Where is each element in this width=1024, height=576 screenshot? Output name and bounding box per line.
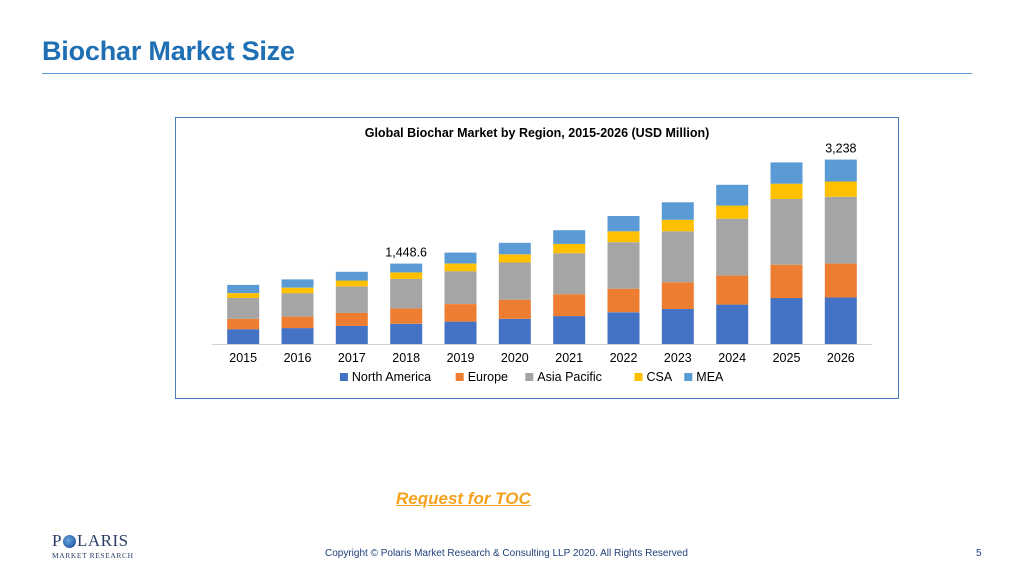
logo-subtitle: MARKET RESEARCH — [52, 551, 134, 560]
x-tick-label-2020: 2020 — [501, 351, 529, 365]
bar-segment-europe-2025 — [770, 264, 803, 299]
bar-segment-north-america-2019 — [444, 321, 477, 344]
bar-segment-csa-2020 — [498, 254, 531, 263]
title-divider — [42, 73, 972, 74]
bar-segment-csa-2017 — [335, 280, 368, 287]
legend-label-europe: Europe — [468, 370, 508, 384]
bar-segment-europe-2019 — [444, 304, 477, 322]
x-tick-label-2022: 2022 — [610, 351, 638, 365]
logo-letter-p: P — [52, 531, 62, 550]
x-tick-label-2024: 2024 — [718, 351, 746, 365]
bar-segment-mea-2019 — [444, 252, 477, 264]
bar-segment-europe-2024 — [716, 275, 749, 305]
legend-swatch-csa — [634, 373, 643, 381]
bar-segment-north-america-2015 — [227, 329, 260, 344]
x-tick-label-2016: 2016 — [284, 351, 312, 365]
bar-segment-asia-pacific-2021 — [553, 253, 586, 295]
x-tick-label-2015: 2015 — [229, 351, 257, 365]
legend-swatch-europe — [455, 373, 464, 381]
copyright-notice: Copyright © Polaris Market Research & Co… — [325, 548, 688, 559]
bar-segment-mea-2017 — [335, 271, 368, 281]
x-tick-label-2017: 2017 — [338, 351, 366, 365]
bar-segment-europe-2017 — [335, 312, 368, 326]
bar-segment-mea-2025 — [770, 162, 803, 184]
legend-swatch-asia-pacific — [525, 373, 534, 381]
bar-segment-europe-2018 — [390, 308, 423, 324]
bar-segment-mea-2016 — [281, 279, 314, 288]
bar-segment-north-america-2020 — [498, 318, 531, 344]
bar-segment-north-america-2021 — [553, 316, 586, 344]
logo-letters-laris: LARIS — [76, 531, 129, 550]
bar-segment-mea-2015 — [227, 284, 260, 294]
data-label-2018: 1,448.6 — [385, 246, 427, 260]
globe-icon — [62, 534, 76, 548]
bar-segment-csa-2015 — [227, 293, 260, 298]
bar-segment-asia-pacific-2025 — [770, 199, 803, 265]
legend-swatch-north-america — [339, 373, 348, 381]
logo-wordmark: P LARIS — [52, 531, 129, 551]
bar-segment-asia-pacific-2016 — [281, 293, 314, 317]
bar-segment-mea-2026 — [824, 159, 857, 182]
bar-segment-asia-pacific-2022 — [607, 242, 640, 289]
bar-segment-mea-2021 — [553, 230, 586, 244]
bar-segment-north-america-2022 — [607, 312, 640, 344]
x-tick-label-2018: 2018 — [392, 351, 420, 365]
bar-segment-north-america-2023 — [661, 309, 694, 344]
bar-segment-csa-2026 — [824, 181, 857, 197]
bar-segment-north-america-2017 — [335, 325, 368, 344]
bar-segment-asia-pacific-2015 — [227, 298, 260, 319]
bar-segment-mea-2022 — [607, 216, 640, 232]
x-tick-label-2026: 2026 — [827, 351, 855, 365]
bar-segment-mea-2024 — [716, 184, 749, 206]
x-tick-label-2025: 2025 — [773, 351, 801, 365]
bar-segment-europe-2026 — [824, 263, 857, 298]
x-tick-label-2019: 2019 — [447, 351, 475, 365]
bar-segment-europe-2016 — [281, 316, 314, 329]
bar-segment-north-america-2025 — [770, 298, 803, 344]
legend-label-north-america: North America — [352, 370, 431, 384]
request-toc-link[interactable]: Request for TOC — [396, 489, 531, 508]
page-number: 5 — [976, 548, 982, 559]
bar-segment-mea-2020 — [498, 242, 531, 255]
chart-title: Global Biochar Market by Region, 2015-20… — [365, 126, 710, 140]
legend-label-asia-pacific: Asia Pacific — [537, 370, 602, 384]
slide-title: Biochar Market Size — [42, 36, 295, 66]
bar-segment-north-america-2024 — [716, 304, 749, 344]
bar-segment-csa-2024 — [716, 205, 749, 219]
bar-segment-csa-2021 — [553, 243, 586, 254]
bar-segment-north-america-2016 — [281, 328, 314, 344]
legend-label-mea: MEA — [696, 370, 724, 384]
polaris-logo: P LARIS MARKET RESEARCH — [52, 531, 134, 563]
bar-segment-mea-2023 — [661, 202, 694, 220]
bar-segment-csa-2025 — [770, 183, 803, 199]
bar-segment-europe-2020 — [498, 299, 531, 319]
legend-label-csa: CSA — [647, 370, 673, 384]
bar-segment-csa-2023 — [661, 219, 694, 232]
bar-segment-mea-2018 — [390, 263, 423, 273]
bar-segment-csa-2022 — [607, 231, 640, 243]
legend-swatch-mea — [684, 373, 693, 381]
bar-segment-north-america-2026 — [824, 297, 857, 344]
bar-segment-europe-2015 — [227, 318, 260, 330]
bar-segment-csa-2019 — [444, 263, 477, 272]
bar-segment-europe-2021 — [553, 294, 586, 317]
bar-segment-asia-pacific-2023 — [661, 231, 694, 283]
bar-segment-csa-2016 — [281, 287, 314, 294]
bar-segment-asia-pacific-2017 — [335, 286, 368, 313]
bar-segment-europe-2022 — [607, 288, 640, 313]
bar-segment-north-america-2018 — [390, 323, 423, 344]
bar-segment-asia-pacific-2024 — [716, 218, 749, 276]
bar-segment-asia-pacific-2018 — [390, 278, 423, 309]
x-tick-label-2023: 2023 — [664, 351, 692, 365]
data-label-2026: 3,238 — [825, 142, 856, 156]
bar-segment-asia-pacific-2020 — [498, 262, 531, 300]
chart-frame: Global Biochar Market by Region, 2015-20… — [175, 117, 899, 399]
bar-segment-asia-pacific-2026 — [824, 196, 857, 264]
bar-segment-europe-2023 — [661, 282, 694, 309]
stacked-bar-chart: Global Biochar Market by Region, 2015-20… — [212, 126, 872, 384]
bar-segment-asia-pacific-2019 — [444, 271, 477, 304]
bar-segment-csa-2018 — [390, 272, 423, 279]
x-tick-label-2021: 2021 — [555, 351, 583, 365]
